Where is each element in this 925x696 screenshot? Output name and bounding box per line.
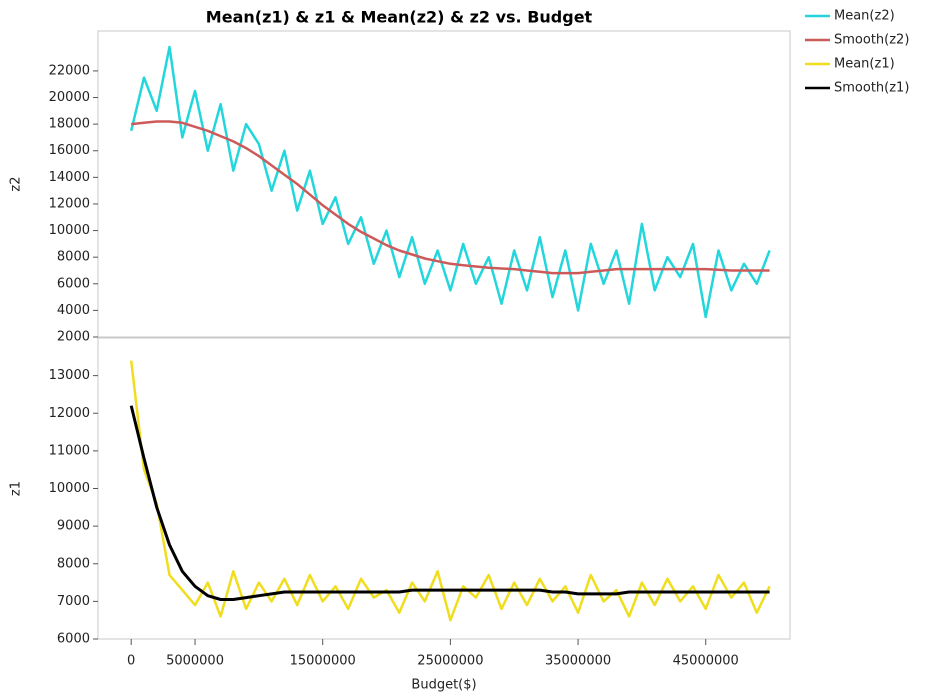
x-tick-label: 25000000 <box>417 654 483 669</box>
y-tick-label: 6000 <box>57 632 90 647</box>
y-tick-label: 6000 <box>57 276 90 291</box>
legend-label: Mean(z2) <box>834 9 895 24</box>
x-tick-label: 35000000 <box>545 654 611 669</box>
y-tick-label: 10000 <box>49 223 90 238</box>
y-tick-label: 9000 <box>57 519 90 534</box>
legend-label: Smooth(z2) <box>834 33 909 48</box>
y-tick-label: 8000 <box>57 556 90 571</box>
panel-frame <box>97 30 791 338</box>
y-tick-label: 14000 <box>49 170 90 185</box>
x-axis-label: Budget($) <box>411 678 476 693</box>
line-series <box>129 45 771 319</box>
chart-title: Mean(z1) & z1 & Mean(z2) & z2 vs. Budget <box>206 8 593 27</box>
line-series <box>129 405 770 601</box>
y-tick-label: 12000 <box>49 196 90 211</box>
line-series <box>129 360 771 622</box>
y-tick-label: 10000 <box>49 481 90 496</box>
line-series <box>131 120 770 275</box>
legend-label: Mean(z1) <box>834 57 895 72</box>
x-tick-label: 45000000 <box>673 654 739 669</box>
y-tick-label: 8000 <box>57 250 90 265</box>
y-tick-label: 20000 <box>49 90 90 105</box>
legend-label: Smooth(z1) <box>834 81 909 96</box>
y-axis-label: z1 <box>9 481 24 496</box>
y-tick-label: 11000 <box>49 443 90 458</box>
x-tick-label: 5000000 <box>166 654 224 669</box>
y-tick-label: 18000 <box>49 117 90 132</box>
y-tick-label: 2000 <box>57 330 90 345</box>
y-tick-label: 4000 <box>57 303 90 318</box>
y-axis-label: z2 <box>9 176 24 191</box>
x-tick-label: 0 <box>127 654 135 669</box>
y-tick-label: 12000 <box>49 406 90 421</box>
y-tick-label: 13000 <box>49 368 90 383</box>
y-tick-label: 22000 <box>49 63 90 78</box>
y-tick-label: 16000 <box>49 143 90 158</box>
x-tick-label: 15000000 <box>290 654 356 669</box>
y-tick-label: 7000 <box>57 594 90 609</box>
